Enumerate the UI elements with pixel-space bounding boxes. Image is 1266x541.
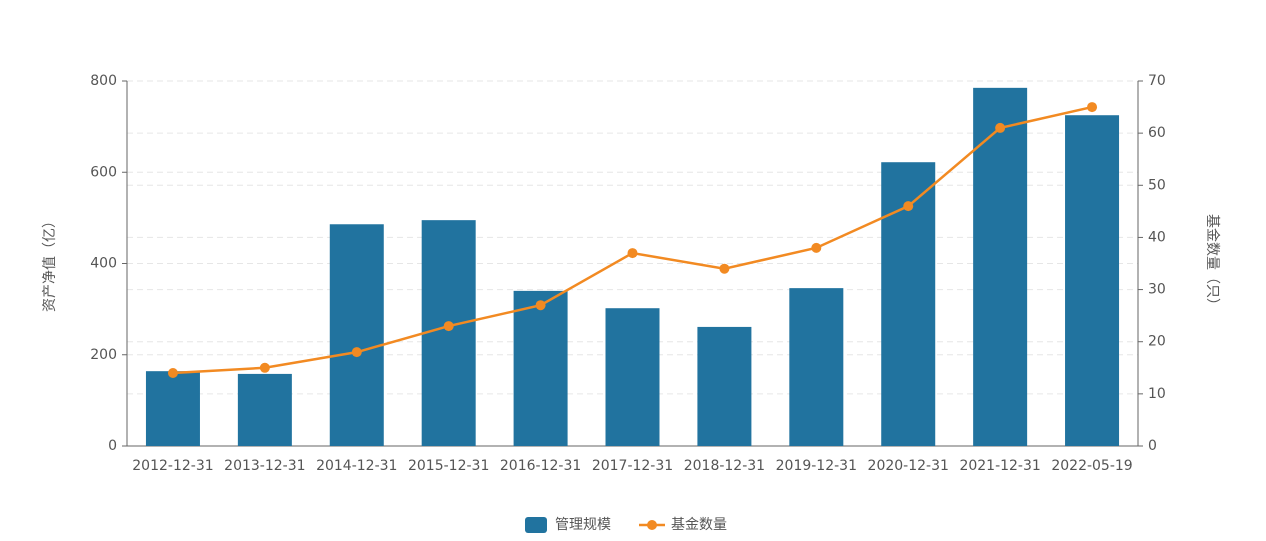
y2-tick-label: 20 bbox=[1148, 334, 1166, 350]
point bbox=[443, 321, 454, 332]
y2-tick-label: 0 bbox=[1148, 438, 1157, 454]
y-tick-label: 800 bbox=[90, 73, 117, 89]
bar bbox=[973, 87, 1028, 446]
x-tick-label: 2012-12-31 bbox=[132, 458, 213, 474]
y-tick-label: 200 bbox=[90, 347, 117, 363]
y2-tick-label: 70 bbox=[1148, 73, 1166, 89]
x-tick-label: 2017-12-31 bbox=[592, 458, 673, 474]
y2-axis-title: 基金数量（只） bbox=[1204, 214, 1221, 312]
point bbox=[627, 248, 638, 259]
y2-tick-label: 60 bbox=[1148, 125, 1166, 141]
point bbox=[995, 122, 1006, 133]
bar bbox=[605, 308, 660, 446]
y2-tick-label: 40 bbox=[1148, 229, 1166, 245]
legend-label: 管理规模 bbox=[555, 517, 611, 533]
x-tick-label: 2018-12-31 bbox=[684, 458, 765, 474]
point bbox=[719, 263, 730, 274]
x-tick-label: 2015-12-31 bbox=[408, 458, 489, 474]
x-tick-label: 2014-12-31 bbox=[316, 458, 397, 474]
bar bbox=[513, 290, 568, 446]
x-tick-label: 2020-12-31 bbox=[868, 458, 949, 474]
point bbox=[903, 201, 914, 212]
y-tick-label: 600 bbox=[90, 164, 117, 180]
legend-swatch bbox=[647, 520, 657, 530]
x-tick-label: 2021-12-31 bbox=[959, 458, 1040, 474]
bar bbox=[421, 220, 476, 446]
bar bbox=[237, 373, 292, 446]
bar bbox=[1065, 115, 1120, 446]
x-tick-label: 2013-12-31 bbox=[224, 458, 305, 474]
y2-tick-label: 30 bbox=[1148, 282, 1166, 298]
legend-swatch bbox=[525, 517, 547, 533]
x-tick-label: 2019-12-31 bbox=[776, 458, 857, 474]
point bbox=[259, 362, 270, 373]
bar bbox=[697, 326, 752, 446]
bar bbox=[145, 371, 200, 446]
bar bbox=[329, 224, 384, 446]
x-tick-label: 2016-12-31 bbox=[500, 458, 581, 474]
point bbox=[351, 347, 362, 358]
bar bbox=[789, 288, 844, 446]
point bbox=[535, 300, 546, 311]
y2-tick-label: 10 bbox=[1148, 386, 1166, 402]
point bbox=[167, 368, 178, 378]
point bbox=[1087, 102, 1098, 113]
x-tick-label: 2022-05-19 bbox=[1051, 458, 1132, 474]
y-tick-label: 400 bbox=[90, 256, 117, 272]
y-tick-label: 0 bbox=[108, 438, 117, 454]
point bbox=[811, 242, 822, 253]
y-axis-title: 资产净值（亿） bbox=[42, 214, 58, 312]
y2-tick-label: 50 bbox=[1148, 177, 1166, 193]
legend-label: 基金数量 bbox=[671, 516, 727, 533]
